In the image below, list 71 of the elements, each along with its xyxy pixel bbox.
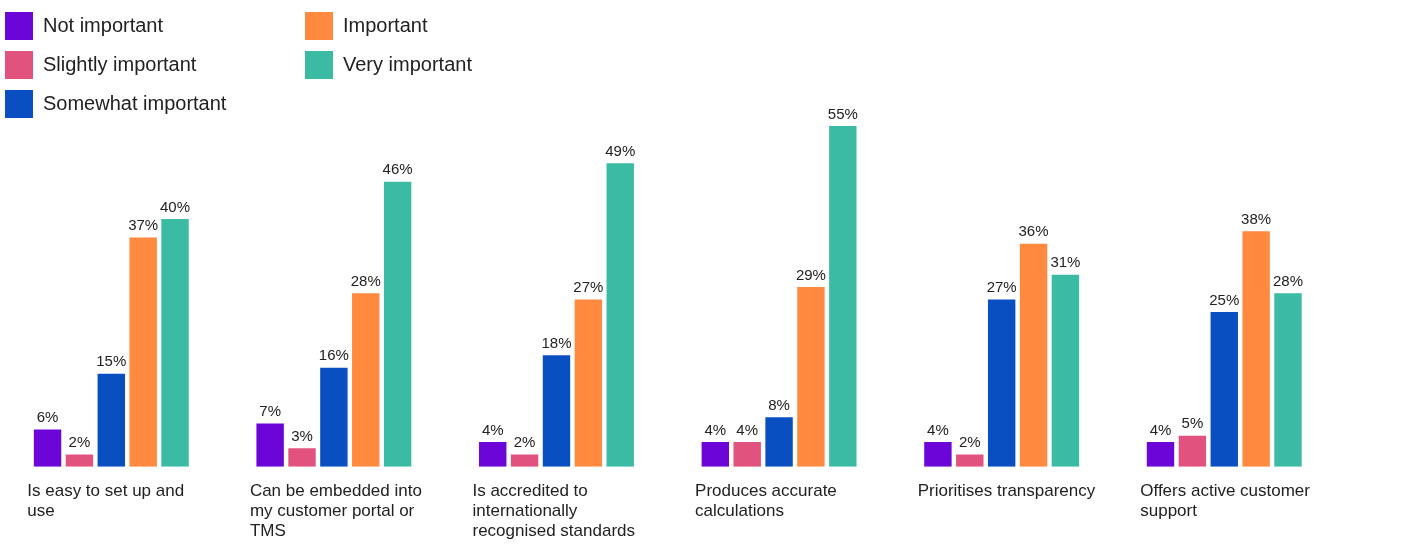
bar	[606, 163, 634, 467]
bar	[1210, 311, 1238, 467]
bar	[1178, 435, 1207, 467]
data-label: 27%	[986, 278, 1017, 296]
data-label: 4%	[704, 420, 727, 438]
bar	[1242, 231, 1270, 467]
data-label: 7%	[259, 402, 281, 420]
x-tick-label: Offers active customer support	[1140, 480, 1311, 521]
legend-label: Somewhat important	[43, 92, 227, 115]
data-label: 25%	[1209, 290, 1240, 308]
x-tick-label: Is easy to set up and use	[27, 480, 185, 521]
data-label: 4%	[927, 420, 949, 438]
data-label: 29%	[795, 265, 826, 283]
legend-label: Slightly important	[43, 53, 197, 76]
bar	[1051, 274, 1080, 467]
bar	[161, 218, 189, 467]
data-label: 8%	[768, 395, 790, 413]
bar	[65, 454, 94, 467]
x-tick-label: Produces accurate calculations	[695, 480, 837, 521]
bar	[129, 237, 157, 467]
data-label: 36%	[1018, 222, 1049, 240]
data-label: 2%	[958, 433, 981, 451]
data-label: 15%	[96, 352, 127, 370]
legend-label: Very important	[343, 53, 472, 76]
data-label: 4%	[736, 420, 759, 438]
data-label: 5%	[1181, 414, 1204, 432]
bar	[829, 125, 857, 467]
bar	[256, 423, 284, 467]
legend-label: Not important	[43, 14, 164, 37]
bar	[97, 373, 125, 467]
legend-label: Important	[343, 14, 428, 37]
bar	[352, 293, 380, 467]
data-label: 2%	[68, 433, 91, 451]
bar	[510, 454, 539, 467]
data-label: 27%	[573, 278, 604, 296]
data-label: 3%	[291, 426, 313, 444]
x-tick-label: Is accredited to internationally recognised standards	[472, 480, 636, 541]
bar	[987, 299, 1016, 467]
data-label: 46%	[382, 160, 413, 178]
data-label: 2%	[513, 433, 536, 451]
bar	[1274, 293, 1302, 467]
x-tick-label: Can be embedded into my customer portal or TMS	[249, 480, 422, 541]
data-label: 4%	[481, 420, 504, 438]
bar	[1146, 442, 1175, 467]
data-label: 28%	[350, 271, 381, 289]
bar	[320, 367, 348, 467]
bar	[924, 442, 952, 467]
bar	[33, 429, 62, 467]
data-label: 49%	[605, 141, 636, 159]
data-label: 28%	[1272, 271, 1304, 289]
bar	[733, 442, 761, 467]
bar	[542, 355, 571, 467]
data-label: 40%	[160, 197, 191, 215]
bar	[1019, 243, 1048, 467]
bar	[574, 299, 603, 467]
bar	[956, 454, 984, 467]
data-label: 55%	[827, 104, 858, 122]
bar	[701, 442, 730, 467]
bar	[797, 287, 825, 467]
bar	[383, 181, 412, 467]
data-label: 4%	[1149, 420, 1172, 438]
data-label: 31%	[1050, 253, 1081, 271]
bar	[288, 448, 316, 467]
data-label: 6%	[36, 408, 59, 426]
bar	[765, 417, 793, 467]
data-label: 18%	[541, 333, 572, 351]
x-tick-label: Prioritises transparency	[917, 480, 1096, 500]
data-label: 37%	[128, 216, 159, 234]
data-label: 16%	[318, 346, 349, 364]
data-label: 38%	[1241, 209, 1272, 227]
bar	[479, 442, 507, 467]
